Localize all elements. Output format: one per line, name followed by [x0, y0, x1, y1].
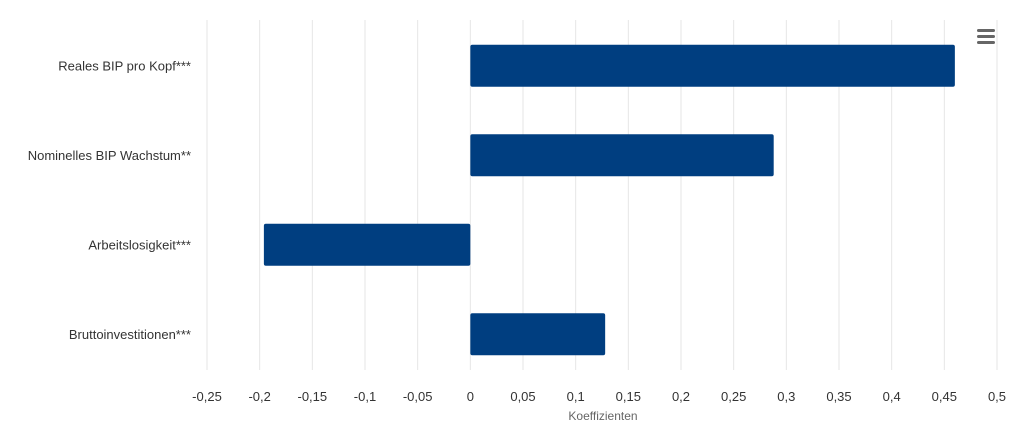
bar[interactable]: [470, 44, 955, 87]
chart-menu-button[interactable]: [974, 26, 998, 48]
category-label: Bruttoinvestitionen***: [69, 327, 191, 342]
x-tick-labels: -0,25 -0,2 -0,15 -0,1 -0,05 0 0,05 0,1 0,15 0,2 0,…: [192, 389, 1006, 404]
x-tick-label: -0,1: [354, 389, 376, 404]
x-tick-label: -0,25: [192, 389, 222, 404]
category-labels: Reales BIP pro Kopf*** Nominelles BIP Wac…: [28, 58, 191, 342]
x-tick-label: 0,45: [932, 389, 957, 404]
x-tick-label: 0: [467, 389, 474, 404]
x-tick-label: 0,5: [988, 389, 1006, 404]
x-axis-title: Koeffizienten: [568, 409, 637, 423]
bars: [263, 44, 955, 356]
x-tick-label: 0,05: [510, 389, 535, 404]
x-tick-label: 0,1: [567, 389, 585, 404]
x-tick-label: 0,25: [721, 389, 746, 404]
x-tick-label: 0,15: [616, 389, 641, 404]
x-tick-label: -0,2: [248, 389, 270, 404]
x-tick-label: 0,4: [883, 389, 901, 404]
bar[interactable]: [263, 223, 471, 266]
x-tick-label: -0,15: [298, 389, 328, 404]
category-label: Nominelles BIP Wachstum**: [28, 148, 191, 163]
category-label: Arbeitslosigkeit***: [88, 237, 191, 252]
x-tick-label: 0,2: [672, 389, 690, 404]
x-tick-label: 0,3: [777, 389, 795, 404]
category-label: Reales BIP pro Kopf***: [58, 58, 191, 73]
x-tick-label: -0,05: [403, 389, 433, 404]
bar[interactable]: [470, 313, 606, 356]
bar[interactable]: [470, 134, 774, 177]
x-tick-label: 0,35: [826, 389, 851, 404]
